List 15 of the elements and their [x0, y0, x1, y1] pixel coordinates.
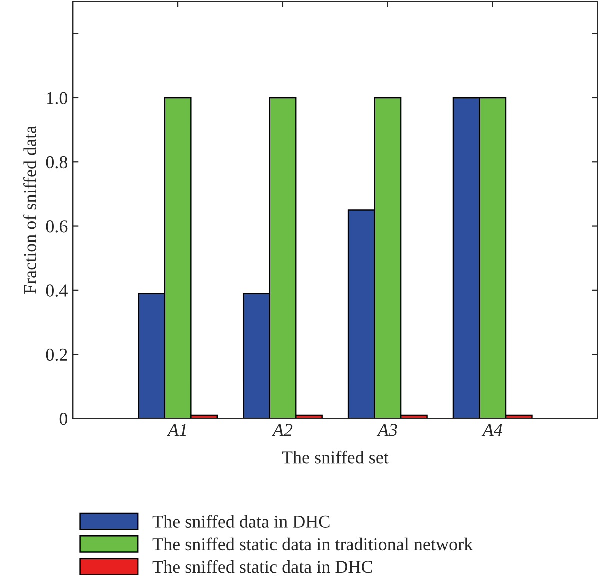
x-axis-title: The sniffed set — [282, 450, 389, 464]
legend-label: The sniffed static data in traditional network — [152, 538, 474, 551]
y-tick-label: 1.0 — [47, 92, 68, 104]
y-tick-label: 0.4 — [46, 284, 68, 297]
x-tick-label: A3 — [376, 424, 398, 436]
y-tick-label: 0.2 — [46, 348, 68, 362]
legend-label: The sniffed data in DHC — [152, 515, 330, 528]
x-tick-label: A4 — [482, 424, 502, 436]
y-tick-label: 0.6 — [46, 220, 68, 233]
legend-label: The sniffed static data in DHC — [152, 560, 372, 574]
x-tick-label: A1 — [167, 424, 186, 436]
x-tick-label: A2 — [272, 424, 293, 436]
y-tick-label: 0.8 — [46, 156, 68, 169]
y-axis-title: Fraction of sniffed data — [24, 126, 36, 294]
y-tick-label: 0 — [60, 412, 68, 426]
